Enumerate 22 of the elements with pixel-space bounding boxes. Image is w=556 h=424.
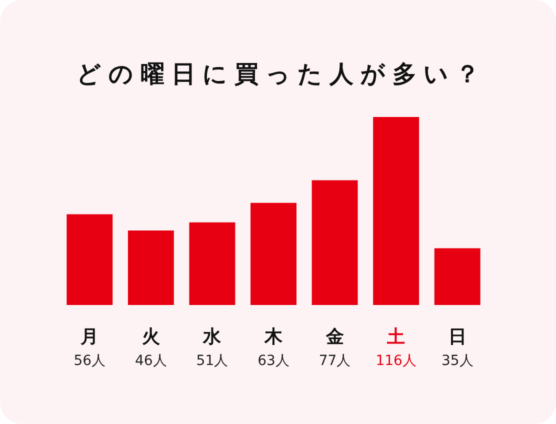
bar [66,214,113,305]
data-label: 35人 [441,353,474,369]
data-label: 46人 [135,353,167,369]
data-label: 116人 [376,353,416,369]
x-tick-label: 金 [324,326,344,348]
data-label: 51人 [196,353,228,369]
bar [250,202,296,305]
x-tick-label: 土 [386,326,406,348]
data-label: 77人 [318,353,351,369]
x-tick-label: 月 [80,326,99,348]
x-tick-label: 水 [202,326,222,348]
chart-title: どの曜日に買った人が多い？ [76,59,488,90]
bar [373,117,420,305]
data-label: 56人 [74,353,106,369]
bar [128,230,174,305]
bar [189,222,236,305]
bar [434,248,480,305]
x-tick-label: 木 [264,326,284,348]
data-label: 63人 [258,353,290,369]
x-tick-label: 火 [140,326,161,348]
bar [312,180,358,305]
x-tick-label: 日 [448,326,466,348]
